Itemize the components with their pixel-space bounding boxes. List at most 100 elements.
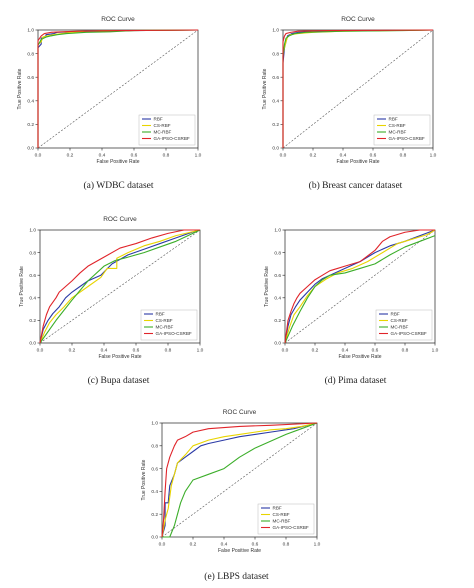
legend-label: RBF (156, 312, 165, 317)
x-tick-label: 0.0 (35, 153, 42, 159)
x-tick-label: 0.2 (67, 153, 74, 159)
series-line-mc-rbf (37, 29, 199, 148)
y-tick-label: 0.6 (29, 273, 36, 279)
legend-label: CS-RBF (389, 123, 406, 128)
legend-label: GA-IPSO-CSRBF (156, 331, 192, 336)
chart-title: ROC Curve (103, 216, 137, 223)
caption-d: (d) Pima dataset (324, 376, 387, 386)
x-tick-label: 0.4 (221, 542, 228, 548)
chart-panel-c: ROC Curve 0.0 0.2 0.4 0.6 0.8 1.0 0.0 0.2 0.4 0.6 0… (0, 214, 237, 404)
chance-diagonal (37, 29, 199, 149)
x-tick-label: 0.4 (99, 153, 106, 159)
y-tick-label: 1.0 (151, 421, 158, 427)
legend-box (138, 114, 196, 146)
roc-chart-d: 0.0 0.2 0.4 0.6 0.8 1.0 0.0 0.2 0.4 0.6 0.8 1.0 Fals… (264, 228, 439, 360)
legend-label: CS-RBF (154, 123, 171, 128)
legend-label: GA-IPSO-CSRBF (154, 136, 190, 141)
y-tick-label: 0.2 (274, 318, 281, 324)
series-line-mc-rbf (284, 235, 436, 344)
chart-panel-e: ROC Curve 0.0 0.2 0.4 0.6 0.8 1.0 0.0 0.2 0.4 0.6 0… (118, 406, 355, 588)
y-tick-label: 0.0 (274, 341, 281, 347)
series-line-ga-ipso-csrbf (282, 29, 434, 148)
x-tick-label: 1.0 (430, 153, 437, 159)
legend-label: MC-RBF (154, 130, 172, 135)
y-tick-label: 0.6 (27, 75, 34, 81)
x-tick-label: 0.4 (101, 348, 108, 354)
x-tick-label: 0.6 (372, 348, 379, 354)
caption-b: (b) Breast cancer dataset (308, 181, 403, 191)
x-axis-label: False Positive Rate (336, 159, 379, 165)
x-tick-label: 1.0 (195, 153, 202, 159)
chart-panel-a: ROC Curve 0.0 0.2 0.4 0.6 0.8 1.0 0.0 0.2 0.4 0.6 0… (0, 0, 237, 210)
y-axis-label: True Positive Rate (17, 68, 23, 109)
y-tick-label: 0.0 (272, 146, 279, 152)
y-axis-label: True Positive Rate (141, 459, 147, 500)
y-tick-label: 1.0 (29, 228, 36, 234)
x-tick-label: 0.0 (282, 348, 289, 354)
y-tick-label: 0.0 (29, 341, 36, 347)
x-tick-label: 0.6 (133, 348, 140, 354)
legend-label: GA-IPSO-CSRBF (389, 136, 425, 141)
series-line-ga-ipso-csrbf (37, 29, 199, 148)
x-tick-label: 0.8 (283, 542, 290, 548)
chart-panel-b: ROC Curve 0.0 0.2 0.4 0.6 0.8 1.0 0.0 0.2 0.4 0.6 0… (237, 0, 474, 210)
y-tick-label: 0.2 (29, 318, 36, 324)
y-tick-label: 1.0 (27, 28, 34, 34)
x-axis-label: False Positive Rate (98, 354, 141, 360)
x-tick-label: 0.0 (37, 348, 44, 354)
x-axis-label: False Positive Rate (338, 354, 381, 360)
legend-box (373, 114, 431, 146)
x-tick-label: 0.2 (190, 542, 197, 548)
y-tick-label: 0.8 (274, 250, 281, 256)
x-tick-label: 0.6 (252, 542, 259, 548)
y-tick-label: 0.2 (27, 122, 34, 128)
x-tick-label: 0.2 (69, 348, 76, 354)
y-tick-label: 0.4 (272, 99, 279, 105)
chance-diagonal (282, 29, 434, 149)
legend-box (375, 309, 433, 341)
x-tick-label: 1.0 (197, 348, 204, 354)
chart-title: ROC Curve (341, 16, 375, 23)
legend-label: CS-RBF (156, 318, 173, 323)
x-axis-label: False Positive Rate (96, 159, 139, 165)
y-tick-label: 0.4 (29, 296, 36, 302)
x-tick-label: 0.0 (280, 153, 287, 159)
caption-a: (a) WDBC dataset (83, 181, 154, 191)
legend-label: CS-RBF (273, 512, 290, 517)
chart-panel-d: 0.0 0.2 0.4 0.6 0.8 1.0 0.0 0.2 0.4 0.6 0.8 1.0 Fals… (237, 214, 474, 404)
x-tick-label: 0.2 (310, 153, 317, 159)
series-line-ga-ipso-csrbf (161, 422, 318, 538)
caption-e: (e) LBPS dataset (204, 572, 269, 582)
legend-label: RBF (389, 117, 398, 122)
x-tick-label: 0.8 (165, 348, 172, 354)
legend-label: RBF (273, 506, 282, 511)
chance-diagonal (39, 229, 201, 344)
legend-label: MC-RBF (391, 325, 409, 330)
legend-label: MC-RBF (389, 130, 407, 135)
series-line-cs-rbf (284, 229, 436, 344)
y-tick-label: 0.6 (274, 273, 281, 279)
x-tick-label: 0.4 (340, 153, 347, 159)
plot-frame (161, 422, 318, 538)
legend-box (257, 503, 315, 535)
series-line-mc-rbf (162, 422, 318, 538)
series-line-mc-rbf (39, 229, 201, 344)
x-tick-label: 1.0 (432, 348, 439, 354)
y-tick-label: 0.8 (272, 51, 279, 57)
x-tick-label: 0.8 (163, 153, 170, 159)
y-tick-label: 0.6 (272, 75, 279, 81)
x-axis-label: False Positive Rate (218, 548, 261, 554)
chance-diagonal (284, 229, 436, 344)
series-line-ga-ipso-csrbf (39, 229, 200, 344)
caption-c: (c) Bupa dataset (87, 376, 150, 386)
legend-label: CS-RBF (391, 318, 408, 323)
roc-chart-b: ROC Curve 0.0 0.2 0.4 0.6 0.8 1.0 0.0 0.2 0.4 0.6 0… (262, 16, 437, 165)
x-tick-label: 1.0 (314, 542, 321, 548)
series-line-ga-ipso-csrbf (284, 229, 435, 344)
series-line-rbf (161, 422, 318, 538)
y-tick-label: 0.0 (27, 146, 34, 152)
legend-label: RBF (391, 312, 400, 317)
y-tick-label: 1.0 (272, 28, 279, 34)
roc-chart-c: ROC Curve 0.0 0.2 0.4 0.6 0.8 1.0 0.0 0.2 0.4 0.6 0… (19, 216, 204, 360)
x-tick-label: 0.0 (159, 542, 166, 548)
